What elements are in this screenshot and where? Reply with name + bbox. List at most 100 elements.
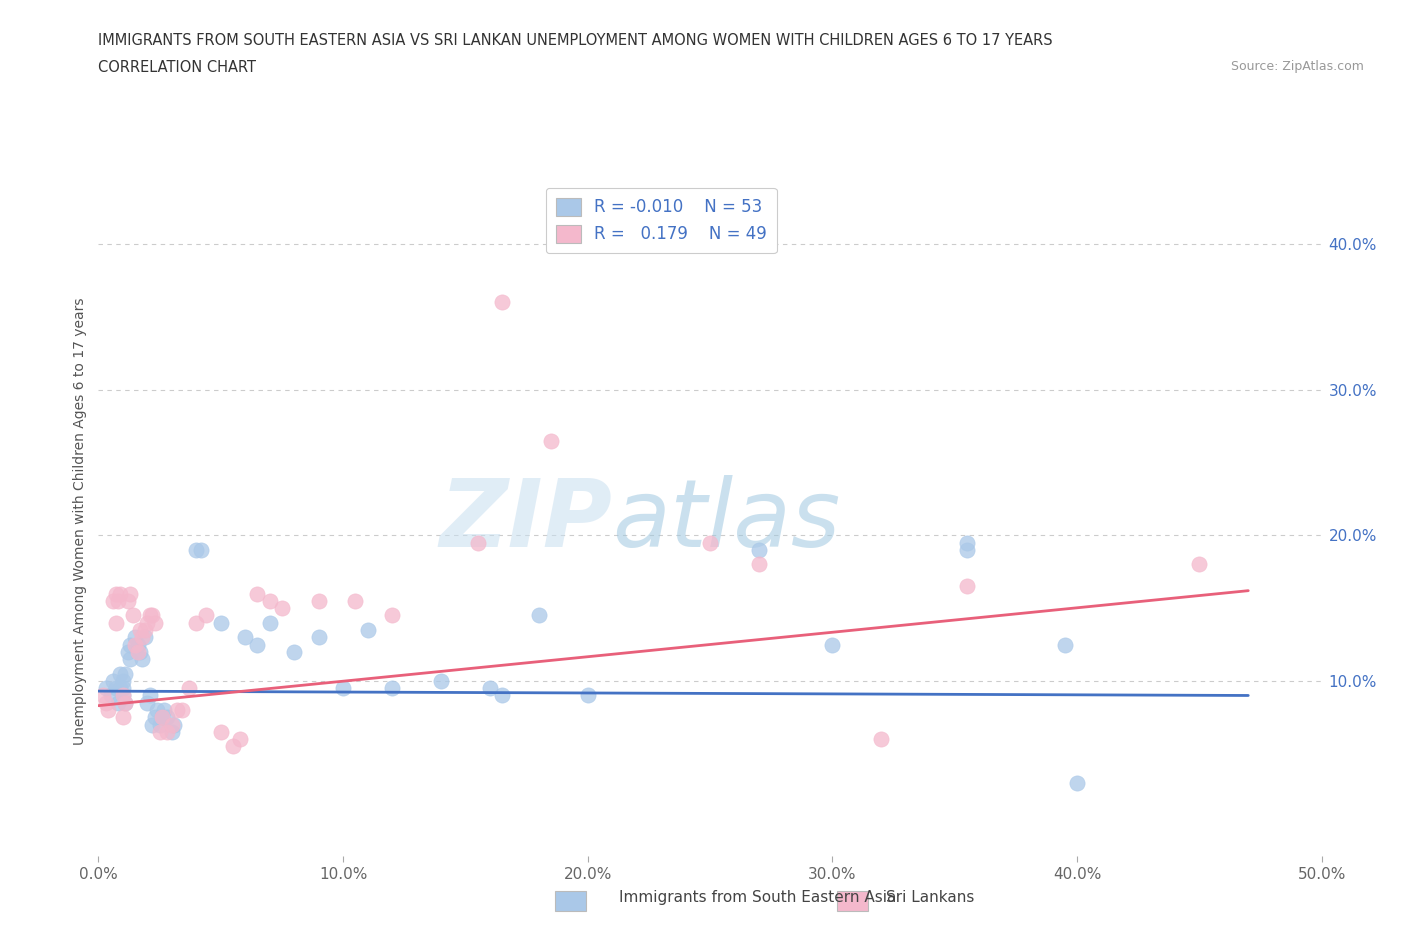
Point <box>956 542 979 557</box>
Point <box>491 295 513 310</box>
Point <box>120 652 142 667</box>
Point <box>146 702 169 717</box>
Text: ZIP: ZIP <box>439 475 612 566</box>
Point <box>576 688 599 703</box>
Point <box>491 688 513 703</box>
Legend: R = -0.010    N = 53, R =   0.179    N = 49: R = -0.010 N = 53, R = 0.179 N = 49 <box>546 188 776 253</box>
Point <box>110 681 132 696</box>
Point <box>166 702 188 717</box>
Point <box>91 688 114 703</box>
Point <box>956 578 979 593</box>
Point <box>121 608 143 623</box>
Point <box>1066 776 1088 790</box>
Point <box>120 586 142 601</box>
Point <box>246 586 269 601</box>
Text: Source: ZipAtlas.com: Source: ZipAtlas.com <box>1230 60 1364 73</box>
Point <box>143 710 166 724</box>
Point <box>104 616 127 631</box>
Point <box>1188 557 1211 572</box>
Point <box>344 593 367 608</box>
Point <box>134 622 156 637</box>
FancyBboxPatch shape <box>555 891 586 911</box>
Point <box>129 644 152 659</box>
Point <box>478 681 501 696</box>
Point <box>699 535 721 550</box>
Point <box>111 681 134 696</box>
Point <box>110 666 132 681</box>
Point <box>381 681 404 696</box>
Text: Sri Lankans: Sri Lankans <box>886 890 974 905</box>
Point <box>143 616 166 631</box>
Point <box>136 616 159 631</box>
Point <box>177 681 200 696</box>
Point <box>150 710 173 724</box>
Point <box>111 688 134 703</box>
Text: IMMIGRANTS FROM SOUTH EASTERN ASIA VS SRI LANKAN UNEMPLOYMENT AMONG WOMEN WITH C: IMMIGRANTS FROM SOUTH EASTERN ASIA VS SR… <box>98 33 1053 47</box>
Point <box>332 681 354 696</box>
Point <box>956 535 979 550</box>
Point <box>149 717 172 732</box>
Text: atlas: atlas <box>612 475 841 566</box>
Point <box>163 717 186 732</box>
Point <box>190 542 212 557</box>
Point <box>139 608 162 623</box>
Point <box>821 637 844 652</box>
Point <box>229 732 252 747</box>
Point <box>222 739 245 754</box>
Point <box>111 710 134 724</box>
Point <box>259 593 281 608</box>
Point <box>527 608 550 623</box>
Point <box>107 593 129 608</box>
Point <box>1053 637 1076 652</box>
Point <box>170 702 193 717</box>
Point <box>209 724 232 739</box>
Point <box>114 696 136 711</box>
Point <box>117 644 139 659</box>
Point <box>141 717 163 732</box>
Point <box>540 433 562 448</box>
Point <box>160 717 183 732</box>
Point <box>94 681 117 696</box>
Point <box>186 542 208 557</box>
Point <box>209 616 232 631</box>
Point <box>107 696 129 711</box>
Point <box>127 637 149 652</box>
Point <box>124 637 146 652</box>
Point <box>131 630 153 644</box>
Point <box>97 702 120 717</box>
Point <box>124 630 146 644</box>
Point <box>308 593 330 608</box>
Point <box>136 696 159 711</box>
Point <box>195 608 218 623</box>
Point <box>120 637 142 652</box>
Point <box>131 652 153 667</box>
Point <box>149 724 172 739</box>
Point <box>117 593 139 608</box>
Point <box>129 622 152 637</box>
Point <box>101 673 124 688</box>
Point <box>259 616 281 631</box>
Point <box>160 724 183 739</box>
Point <box>111 688 134 703</box>
Point <box>748 542 770 557</box>
Point <box>870 732 893 747</box>
Point <box>94 696 117 711</box>
Point <box>308 630 330 644</box>
Point <box>270 601 294 616</box>
Point <box>381 608 404 623</box>
Point <box>104 681 127 696</box>
Point <box>114 696 136 711</box>
Point <box>156 710 179 724</box>
Point <box>186 616 208 631</box>
Point <box>104 586 127 601</box>
Point <box>356 622 378 637</box>
Point <box>110 586 132 601</box>
Point <box>430 673 453 688</box>
Point <box>246 637 269 652</box>
Point <box>100 688 122 703</box>
Point <box>283 644 305 659</box>
Point <box>114 666 136 681</box>
Point <box>139 688 162 703</box>
Point <box>141 608 163 623</box>
Point <box>111 673 134 688</box>
